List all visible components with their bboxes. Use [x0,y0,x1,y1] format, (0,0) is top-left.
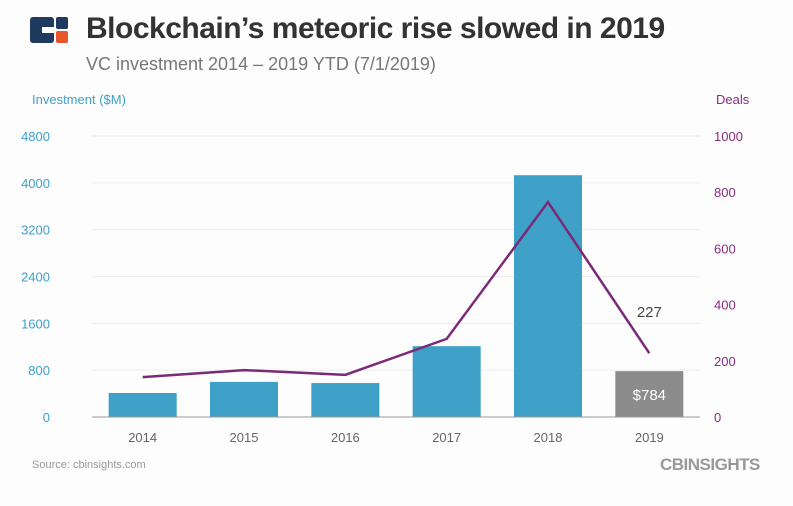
cb-logo-icon [30,17,68,43]
left-tick-label: 4000 [21,176,50,191]
line-data-label: 227 [637,304,662,321]
right-tick-label: 0 [714,410,721,425]
x-tick-label: 2019 [635,430,664,445]
right-tick-label: 800 [714,185,736,200]
left-tick-label: 0 [43,410,50,425]
left-tick-label: 3200 [21,223,50,238]
x-tick-label: 2014 [128,430,157,445]
source-note: Source: cbinsights.com [32,459,146,471]
chart-subtitle: VC investment 2014 – 2019 YTD (7/1/2019) [86,54,436,74]
bar-2017 [412,346,481,417]
x-tick-label: 2018 [534,430,563,445]
bar-2018 [514,175,582,417]
left-tick-label: 1600 [21,316,50,331]
right-tick-label: 600 [714,241,736,256]
right-tick-label: 400 [714,298,736,313]
chart-title: Blockchain’s meteoric rise slowed in 201… [86,12,665,45]
bar-data-label: $784 [633,387,666,404]
bar-2016 [311,383,380,417]
right-tick-label: 1000 [714,129,743,144]
bar-2015 [210,381,278,417]
left-tick-label: 800 [28,363,50,378]
right-tick-label: 200 [714,354,736,369]
x-tick-label: 2016 [331,430,360,445]
bar-2014 [108,392,177,417]
x-tick-label: 2015 [230,430,259,445]
left-tick-label: 2400 [21,270,50,285]
x-tick-label: 2017 [432,430,461,445]
left-tick-label: 4800 [21,129,50,144]
brand-logo: CBINSIGHTS [660,455,760,474]
left-axis-label: Investment ($M) [32,92,126,107]
right-axis-label: Deals [716,92,750,107]
bar-2019 [615,371,684,417]
deals-line [142,199,651,379]
